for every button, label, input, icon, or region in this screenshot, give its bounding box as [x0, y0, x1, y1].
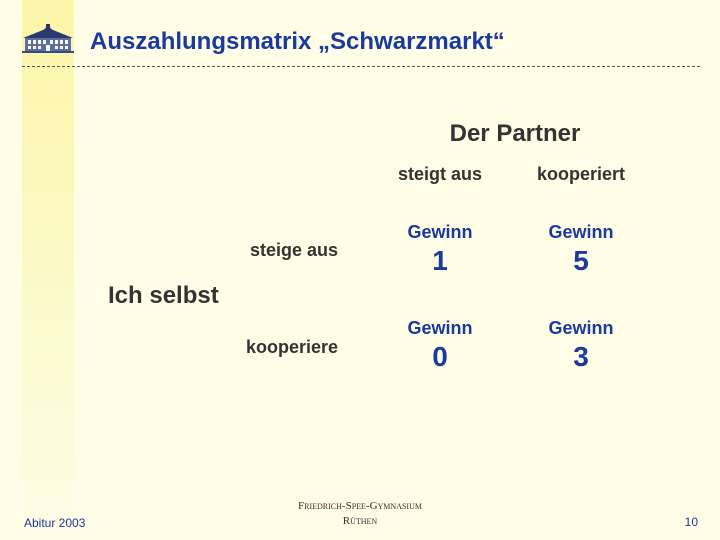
- slide-title: Auszahlungsmatrix „Schwarzmarkt“: [90, 28, 505, 55]
- column-header-steigt-aus: steigt aus: [397, 164, 483, 184]
- footer-school-line2: Rüthen: [342, 515, 378, 527]
- payoff-value: 1: [432, 245, 448, 276]
- footer-school-name: Friedrich-Spee-Gymnasium Rüthen: [260, 499, 460, 529]
- payoff-cell: Gewinn 0: [370, 317, 510, 374]
- title-divider: [22, 66, 700, 67]
- payoff-label: Gewinn: [407, 222, 473, 242]
- payoff-label: Gewinn: [548, 318, 614, 338]
- partner-heading: Der Partner: [449, 120, 581, 147]
- payoff-value: 5: [573, 245, 589, 276]
- payoff-cell: Gewinn 1: [370, 221, 510, 278]
- payoff-cell: Gewinn 5: [511, 221, 651, 278]
- payoff-label: Gewinn: [548, 222, 614, 242]
- column-header-kooperiert: kooperiert: [536, 164, 626, 184]
- payoff-value: 0: [432, 341, 448, 372]
- footer-left-text: Abitur 2003: [24, 516, 86, 530]
- payoff-label: Gewinn: [407, 318, 473, 338]
- payoff-cell: Gewinn 3: [511, 317, 651, 374]
- self-heading: Ich selbst: [108, 282, 219, 309]
- page-number: 10: [684, 515, 698, 529]
- footer-school-line1: Friedrich-Spee-Gymnasium: [298, 500, 422, 512]
- school-building-icon: [22, 24, 74, 53]
- row-header-kooperiere: kooperiere: [245, 337, 338, 357]
- left-decorative-band: [22, 0, 74, 540]
- row-header-steige-aus: steige aus: [249, 240, 338, 260]
- payoff-value: 3: [573, 341, 589, 372]
